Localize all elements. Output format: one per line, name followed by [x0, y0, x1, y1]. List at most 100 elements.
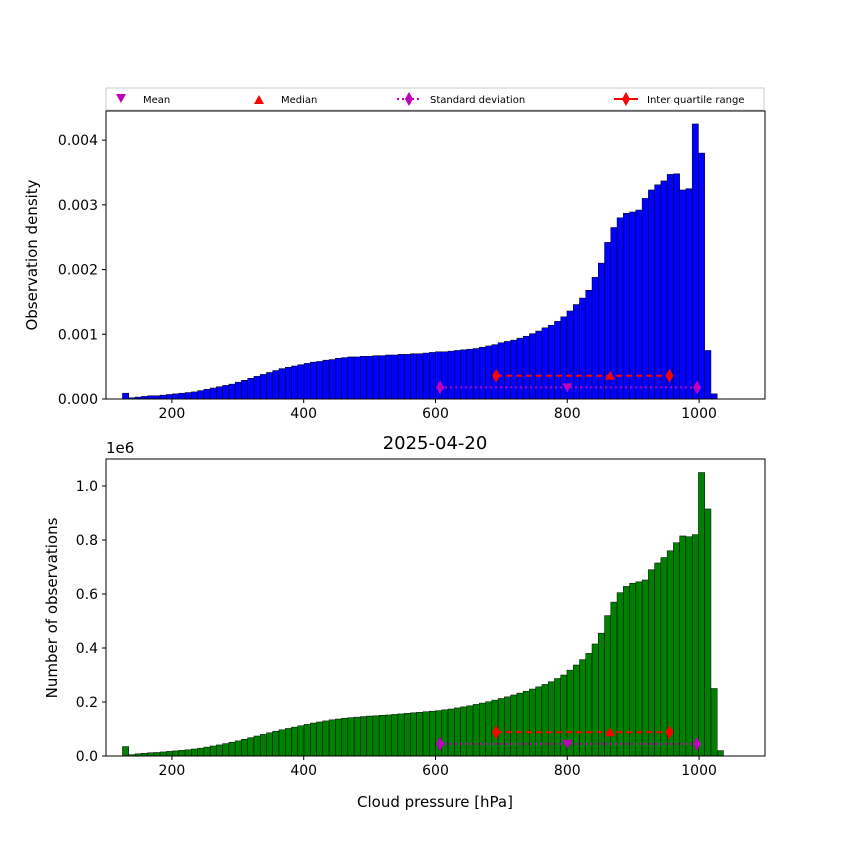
count-bar — [410, 712, 417, 757]
density-bar — [710, 393, 718, 400]
density-bar — [159, 394, 167, 400]
density-bar — [172, 393, 180, 400]
density-bar — [259, 374, 267, 400]
count-bar — [460, 706, 468, 757]
density-bar — [479, 346, 486, 400]
density-bar — [197, 390, 205, 400]
density-y-tick-label: 0.004 — [58, 133, 98, 149]
density-bar — [679, 189, 687, 400]
count-bar — [159, 751, 167, 757]
legend-label-iqr: Inter quartile range — [647, 95, 744, 106]
count-y-axis-label: Number of observations — [43, 517, 61, 698]
count-bar — [209, 745, 217, 757]
density-bar — [504, 341, 511, 400]
legend-label-std: Standard deviation — [430, 95, 525, 106]
count-y-tick-label: 0.2 — [76, 695, 98, 711]
density-y-ticks: 0.000 0.001 0.002 0.003 0.004 — [58, 133, 106, 408]
density-bar — [191, 391, 198, 400]
density-bar — [598, 262, 605, 400]
count-bar — [416, 712, 424, 757]
density-bar — [278, 368, 286, 400]
count-y-offset-label: 1e6 — [106, 439, 134, 457]
legend-item-mean: Mean — [116, 94, 170, 106]
count-bar — [629, 582, 637, 757]
density-bar — [397, 354, 405, 400]
count-mean-marker — [562, 739, 573, 749]
count-iqr-diamond-marker — [492, 725, 501, 740]
count-bar — [385, 714, 392, 757]
count-bar — [266, 732, 273, 757]
count-bar — [253, 735, 261, 757]
density-bar — [522, 335, 530, 400]
count-bar — [547, 681, 555, 757]
std-diamond-icon — [405, 92, 413, 106]
count-bar — [222, 743, 230, 757]
density-y-tick-label: 0.002 — [58, 263, 98, 279]
density-bar — [178, 392, 186, 400]
density-std-diamond-marker — [436, 380, 445, 395]
count-bar — [673, 542, 680, 757]
count-bar — [591, 643, 599, 757]
density-bar — [328, 359, 336, 400]
density-bar — [485, 345, 493, 400]
count-bar — [535, 686, 543, 757]
density-bar — [241, 379, 248, 400]
density-bar — [497, 342, 505, 400]
count-bar — [472, 704, 480, 757]
count-bar — [666, 550, 674, 757]
density-bar — [422, 352, 430, 400]
density-bar — [322, 359, 330, 400]
density-y-tick-label: 0.000 — [58, 392, 98, 408]
count-bar — [441, 709, 449, 757]
density-x-ticks: 200 400 600 800 1000 — [159, 399, 717, 422]
density-bar — [410, 353, 417, 400]
iqr-diamond-icon — [622, 92, 630, 106]
count-bar — [510, 694, 518, 757]
density-bar — [360, 356, 367, 400]
count-chart-title: 2025-04-20 — [383, 433, 488, 454]
density-bar — [616, 217, 624, 400]
count-bar — [341, 717, 349, 757]
count-y-ticks: 0.0 0.2 0.4 0.6 0.8 1.0 — [76, 479, 106, 765]
density-bar — [579, 297, 586, 400]
density-bar — [209, 387, 217, 400]
count-x-tick-label: 1000 — [681, 763, 717, 779]
density-bar — [454, 350, 461, 400]
density-bar — [635, 209, 643, 400]
density-bar — [428, 352, 436, 400]
count-y-tick-label: 0.4 — [76, 641, 98, 657]
density-bar — [691, 123, 699, 400]
count-bar — [454, 707, 461, 757]
count-x-tick-label: 600 — [422, 763, 449, 779]
density-bar — [366, 356, 374, 400]
density-bar — [253, 376, 261, 400]
legend-item-std: Standard deviation — [397, 92, 525, 106]
count-bar — [691, 534, 699, 757]
density-bar — [222, 385, 230, 400]
density-bar — [310, 361, 317, 400]
count-bar — [660, 557, 668, 757]
count-bar — [291, 726, 299, 757]
density-bar — [391, 354, 399, 400]
density-bar — [122, 392, 129, 400]
legend-frame — [105, 87, 765, 111]
density-bar — [460, 349, 468, 400]
density-bar — [372, 355, 380, 400]
density-bar — [378, 355, 386, 400]
count-bar — [422, 711, 430, 757]
density-bar — [303, 363, 311, 400]
count-bar — [234, 740, 242, 757]
legend-item-median: Median — [254, 95, 317, 106]
density-bars — [122, 123, 718, 400]
legend-item-iqr: Inter quartile range — [614, 92, 744, 106]
count-y-tick-label: 0.8 — [76, 533, 98, 549]
count-iqr-diamond-marker — [665, 725, 674, 740]
count-bar — [378, 714, 386, 757]
density-bar — [572, 304, 580, 400]
count-bar — [366, 715, 374, 757]
density-bar — [441, 351, 449, 400]
count-bar — [579, 659, 586, 757]
count-bar — [203, 746, 211, 757]
count-bar — [316, 721, 324, 757]
density-bar — [585, 290, 593, 400]
